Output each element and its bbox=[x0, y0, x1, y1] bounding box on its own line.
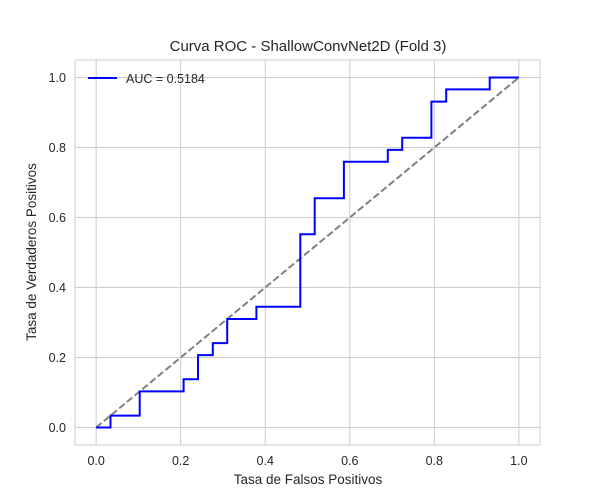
y-axis-label: Tasa de Verdaderos Positivos bbox=[24, 163, 39, 341]
tick-labels: 0.0 0.2 0.4 0.6 0.8 1.0 0.0 0.2 0.4 0.6 0.8 1.0 bbox=[49, 71, 528, 468]
x-tick-label: 0.4 bbox=[257, 454, 274, 468]
y-tick-label: 0.4 bbox=[49, 281, 66, 295]
x-tick-label: 0.2 bbox=[172, 454, 189, 468]
legend: AUC = 0.5184 bbox=[88, 72, 205, 86]
y-tick-label: 0.6 bbox=[49, 211, 66, 225]
x-tick-label: 0.6 bbox=[341, 454, 358, 468]
roc-curve-line bbox=[96, 76, 519, 429]
x-axis-label: Tasa de Falsos Positivos bbox=[234, 472, 383, 487]
y-tick-label: 0.0 bbox=[49, 421, 66, 435]
legend-label: AUC = 0.5184 bbox=[126, 72, 205, 86]
plot-series bbox=[95, 76, 520, 429]
x-tick-label: 0.0 bbox=[87, 454, 104, 468]
chance-line bbox=[95, 76, 520, 429]
y-tick-label: 1.0 bbox=[49, 71, 66, 85]
grid bbox=[75, 60, 540, 445]
plot-frame bbox=[74, 59, 541, 446]
x-tick-label: 1.0 bbox=[510, 454, 527, 468]
y-tick-label: 0.2 bbox=[49, 351, 66, 365]
y-tick-label: 0.8 bbox=[49, 141, 66, 155]
chart-title: Curva ROC - ShallowConvNet2D (Fold 3) bbox=[170, 38, 447, 55]
x-tick-label: 0.8 bbox=[426, 454, 443, 468]
